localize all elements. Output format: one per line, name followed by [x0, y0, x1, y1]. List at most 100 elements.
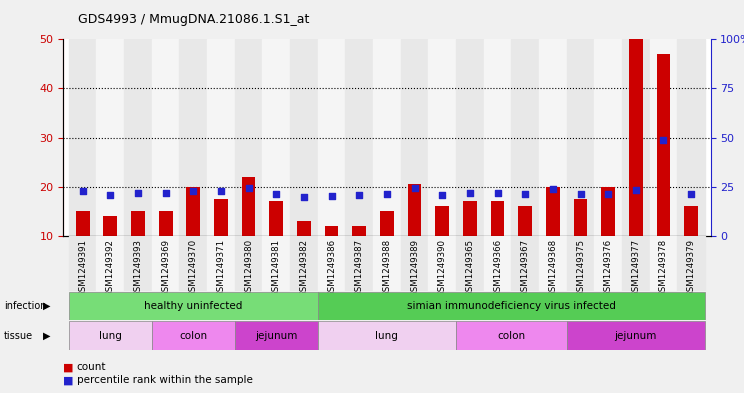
- Text: GSM1249375: GSM1249375: [576, 239, 585, 297]
- Bar: [677, 236, 705, 291]
- Text: colon: colon: [179, 331, 208, 341]
- Point: [298, 194, 310, 200]
- Bar: [263, 236, 290, 291]
- Text: jejunum: jejunum: [615, 331, 657, 341]
- Text: GSM1249365: GSM1249365: [465, 239, 475, 297]
- Bar: [68, 39, 97, 236]
- Bar: [68, 321, 152, 350]
- Bar: [601, 187, 615, 285]
- Bar: [429, 39, 456, 236]
- Point: [326, 192, 338, 198]
- Bar: [490, 201, 504, 285]
- Bar: [318, 292, 705, 320]
- Bar: [463, 201, 477, 285]
- Point: [630, 186, 642, 193]
- Bar: [269, 201, 283, 285]
- Bar: [353, 226, 366, 285]
- Bar: [408, 184, 421, 285]
- Bar: [429, 236, 456, 291]
- Point: [215, 187, 227, 194]
- Bar: [650, 236, 677, 291]
- Bar: [68, 236, 97, 291]
- Bar: [657, 54, 670, 285]
- Point: [408, 184, 420, 191]
- Bar: [546, 187, 559, 285]
- Text: GSM1249377: GSM1249377: [632, 239, 641, 297]
- Point: [519, 190, 531, 196]
- Bar: [235, 39, 263, 236]
- Bar: [380, 211, 394, 285]
- Text: infection: infection: [4, 301, 46, 311]
- Bar: [511, 236, 539, 291]
- Bar: [622, 236, 650, 291]
- Bar: [484, 236, 511, 291]
- Text: GSM1249389: GSM1249389: [410, 239, 419, 297]
- Bar: [290, 236, 318, 291]
- Point: [160, 189, 172, 196]
- Bar: [539, 39, 567, 236]
- Text: GSM1249367: GSM1249367: [521, 239, 530, 297]
- Bar: [519, 206, 532, 285]
- Point: [104, 191, 116, 198]
- Point: [547, 185, 559, 192]
- Bar: [456, 236, 484, 291]
- Bar: [124, 236, 152, 291]
- Bar: [207, 236, 235, 291]
- Text: GSM1249368: GSM1249368: [548, 239, 557, 297]
- Bar: [324, 226, 339, 285]
- Text: tissue: tissue: [4, 331, 33, 341]
- Bar: [97, 236, 124, 291]
- Bar: [263, 39, 290, 236]
- Bar: [684, 206, 698, 285]
- Point: [132, 189, 144, 196]
- Bar: [401, 39, 429, 236]
- Bar: [567, 321, 705, 350]
- Bar: [235, 321, 318, 350]
- Text: GSM1249386: GSM1249386: [327, 239, 336, 297]
- Text: percentile rank within the sample: percentile rank within the sample: [77, 375, 252, 386]
- Point: [381, 190, 393, 196]
- Point: [243, 184, 254, 191]
- Bar: [318, 236, 345, 291]
- Bar: [484, 39, 511, 236]
- Text: ▶: ▶: [43, 301, 51, 311]
- Text: GSM1249393: GSM1249393: [133, 239, 142, 297]
- Bar: [152, 321, 235, 350]
- Bar: [567, 39, 594, 236]
- Bar: [152, 236, 179, 291]
- Text: GSM1249366: GSM1249366: [493, 239, 502, 297]
- Text: GDS4993 / MmugDNA.21086.1.S1_at: GDS4993 / MmugDNA.21086.1.S1_at: [78, 13, 310, 26]
- Text: GSM1249380: GSM1249380: [244, 239, 253, 297]
- Bar: [242, 177, 255, 285]
- Bar: [401, 236, 429, 291]
- Point: [464, 189, 476, 196]
- Bar: [68, 292, 318, 320]
- Bar: [235, 236, 263, 291]
- Bar: [97, 39, 124, 236]
- Bar: [179, 236, 207, 291]
- Point: [77, 187, 89, 194]
- Text: lung: lung: [376, 331, 398, 341]
- Text: GSM1249382: GSM1249382: [299, 239, 309, 297]
- Text: GSM1249378: GSM1249378: [659, 239, 668, 297]
- Bar: [290, 39, 318, 236]
- Bar: [76, 211, 89, 285]
- Bar: [456, 39, 484, 236]
- Bar: [124, 39, 152, 236]
- Text: count: count: [77, 362, 106, 373]
- Bar: [650, 39, 677, 236]
- Point: [658, 136, 670, 143]
- Bar: [567, 236, 594, 291]
- Point: [685, 190, 697, 196]
- Bar: [131, 211, 145, 285]
- Text: GSM1249390: GSM1249390: [437, 239, 446, 297]
- Point: [270, 190, 282, 196]
- Text: GSM1249391: GSM1249391: [78, 239, 87, 297]
- Bar: [373, 39, 401, 236]
- Point: [492, 189, 504, 196]
- Bar: [152, 39, 179, 236]
- Bar: [214, 199, 228, 285]
- Bar: [594, 39, 622, 236]
- Bar: [539, 236, 567, 291]
- Point: [602, 190, 614, 196]
